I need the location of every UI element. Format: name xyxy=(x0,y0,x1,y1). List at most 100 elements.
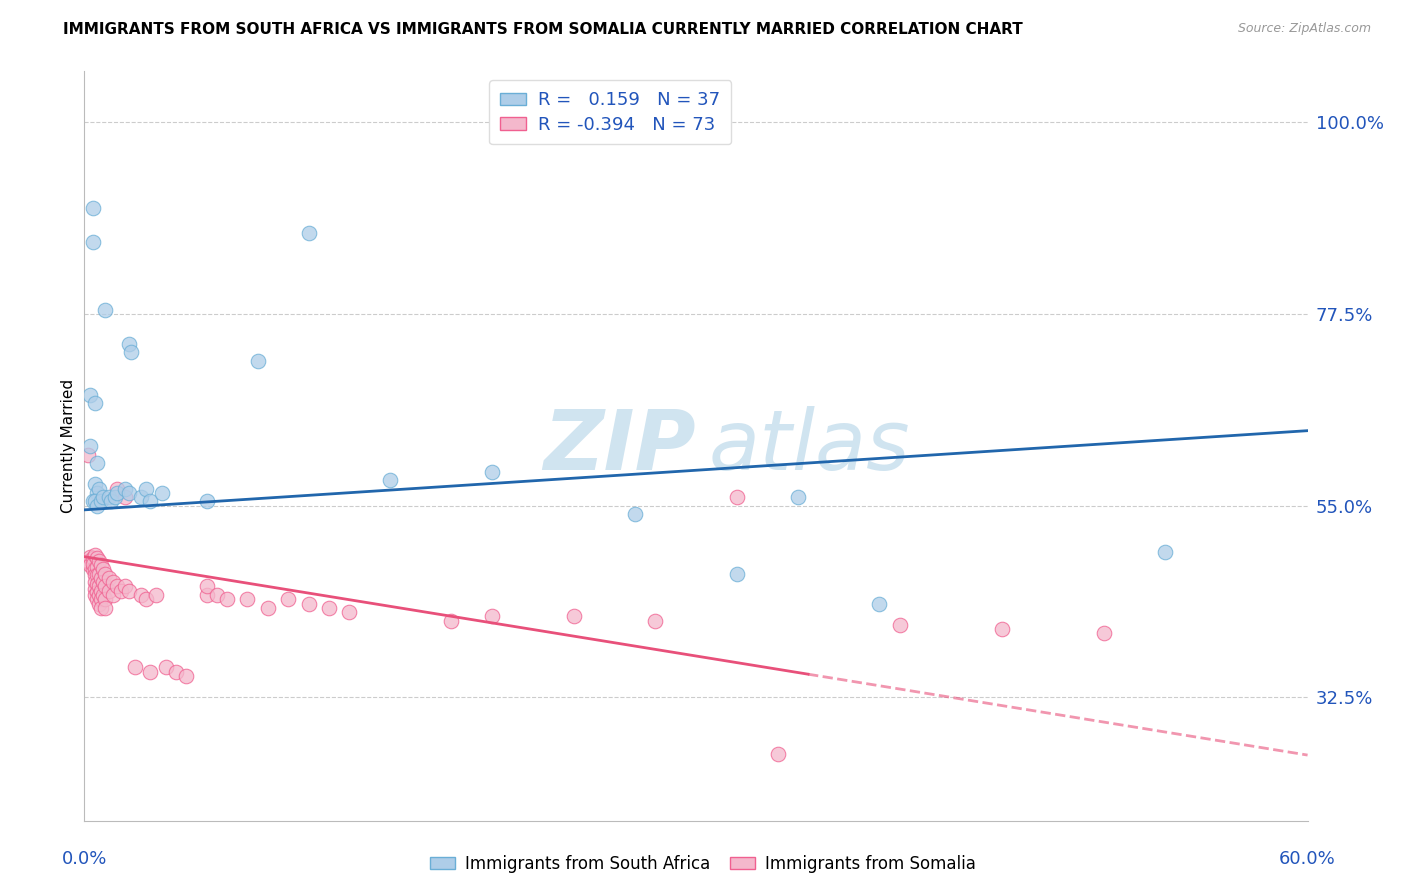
Point xyxy=(93,566,115,581)
Point xyxy=(93,592,115,607)
Y-axis label: Currently Married: Currently Married xyxy=(60,379,76,513)
Point xyxy=(90,592,112,607)
Text: IMMIGRANTS FROM SOUTH AFRICA VS IMMIGRANTS FROM SOMALIA CURRENTLY MARRIED CORREL: IMMIGRANTS FROM SOUTH AFRICA VS IMMIGRAN… xyxy=(63,22,1024,37)
Point xyxy=(120,345,142,359)
Point xyxy=(174,669,197,683)
Point xyxy=(124,660,146,674)
Point xyxy=(86,499,108,513)
Point xyxy=(105,580,128,594)
Point xyxy=(118,583,141,598)
Point xyxy=(118,485,141,500)
Point xyxy=(97,490,120,504)
Point xyxy=(83,396,105,410)
Point xyxy=(1154,545,1177,559)
Point xyxy=(110,583,132,598)
Point xyxy=(77,554,100,568)
Point xyxy=(79,549,101,564)
Point xyxy=(150,485,173,500)
Point xyxy=(82,551,104,566)
Point xyxy=(83,582,105,596)
Text: ZIP: ZIP xyxy=(543,406,696,486)
Point xyxy=(135,592,157,607)
Point xyxy=(97,571,120,585)
Point xyxy=(131,490,153,504)
Text: atlas: atlas xyxy=(709,406,910,486)
Text: 0.0%: 0.0% xyxy=(62,850,107,869)
Point xyxy=(82,557,104,571)
Point xyxy=(257,600,280,615)
Point xyxy=(195,494,218,508)
Point xyxy=(101,588,124,602)
Point xyxy=(104,490,127,504)
Point xyxy=(91,575,114,590)
Point xyxy=(298,597,321,611)
Point xyxy=(82,562,104,576)
Point xyxy=(114,580,136,594)
Point xyxy=(86,485,108,500)
Point xyxy=(991,622,1014,636)
Point xyxy=(205,588,228,602)
Text: 60.0%: 60.0% xyxy=(1279,850,1336,869)
Point xyxy=(83,588,105,602)
Point xyxy=(90,494,112,508)
Point xyxy=(195,588,218,602)
Point xyxy=(83,477,105,491)
Point xyxy=(82,494,104,508)
Point xyxy=(725,566,748,581)
Point xyxy=(298,226,321,240)
Point xyxy=(118,336,141,351)
Point xyxy=(87,580,110,594)
Point xyxy=(91,588,114,602)
Point xyxy=(83,494,105,508)
Point xyxy=(131,588,153,602)
Point xyxy=(101,575,124,590)
Legend: Immigrants from South Africa, Immigrants from Somalia: Immigrants from South Africa, Immigrants… xyxy=(423,848,983,880)
Point xyxy=(83,561,105,575)
Point xyxy=(97,583,120,598)
Point xyxy=(135,482,157,496)
Point xyxy=(1092,626,1115,640)
Legend: R =   0.159   N = 37, R = -0.394   N = 73: R = 0.159 N = 37, R = -0.394 N = 73 xyxy=(489,80,731,145)
Point xyxy=(236,592,259,607)
Point xyxy=(86,585,108,599)
Point xyxy=(90,558,112,573)
Point xyxy=(246,354,269,368)
Point xyxy=(277,592,299,607)
Point xyxy=(90,583,112,598)
Point xyxy=(155,660,177,674)
Point xyxy=(766,747,789,762)
Point xyxy=(86,551,108,566)
Point xyxy=(145,588,167,602)
Point xyxy=(114,490,136,504)
Point xyxy=(79,388,101,402)
Point xyxy=(562,609,585,624)
Point xyxy=(93,600,115,615)
Point xyxy=(77,448,100,462)
Point xyxy=(195,580,218,594)
Point xyxy=(83,575,105,590)
Point xyxy=(87,566,110,581)
Point xyxy=(93,302,115,317)
Point xyxy=(624,507,647,521)
Point xyxy=(87,597,110,611)
Point xyxy=(105,482,128,496)
Point xyxy=(87,482,110,496)
Point xyxy=(91,562,114,576)
Point xyxy=(889,617,911,632)
Point xyxy=(86,577,108,591)
Point xyxy=(86,568,108,582)
Text: Source: ZipAtlas.com: Source: ZipAtlas.com xyxy=(1237,22,1371,36)
Point xyxy=(79,439,101,453)
Point xyxy=(82,201,104,215)
Point xyxy=(90,600,112,615)
Point xyxy=(138,494,160,508)
Point xyxy=(86,456,108,470)
Point xyxy=(217,592,239,607)
Point xyxy=(440,614,463,628)
Point xyxy=(869,597,891,611)
Point xyxy=(82,235,104,249)
Point xyxy=(83,568,105,582)
Point xyxy=(87,554,110,568)
Point xyxy=(380,473,402,487)
Point xyxy=(91,490,114,504)
